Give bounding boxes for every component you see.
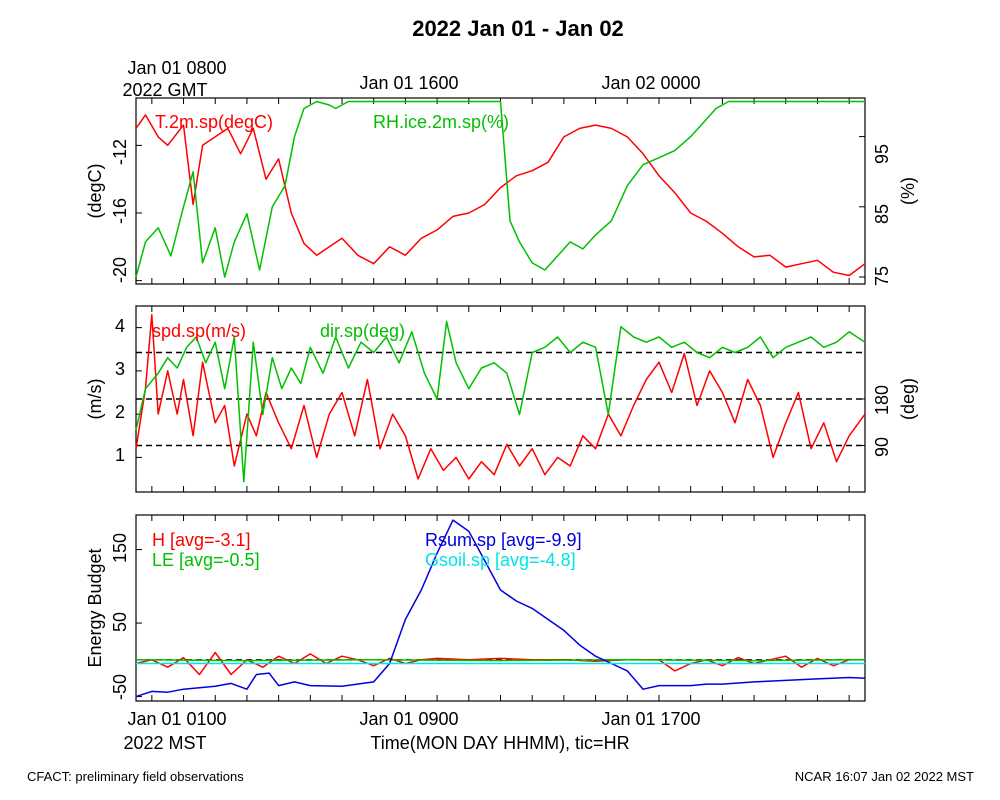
legend-gsoil: Gsoil.sp [avg=-4.8] (425, 550, 576, 570)
top-axis-first-label-line1: Jan 01 0800 (127, 58, 226, 78)
panel-2-ytick-left: 4 (115, 316, 125, 336)
panel-1-ytick-left: -16 (110, 198, 130, 224)
top-axis-label-0000: Jan 02 0000 (601, 73, 700, 93)
reference-lines (136, 351, 865, 661)
legend-spd: spd.sp(m/s) (152, 321, 246, 341)
legend-h: H [avg=-3.1] (152, 530, 251, 550)
data-series (135, 100, 866, 698)
panel-3-ylabel-left: Energy Budget (85, 548, 105, 667)
panel-1-ytick-right: 75 (872, 266, 892, 286)
top-axis-label-1600: Jan 01 1600 (359, 73, 458, 93)
panel-1-ytick-right: 95 (872, 144, 892, 164)
top-axis-first-label-line2: 2022 GMT (122, 80, 207, 100)
panel-3-ytick-left: 150 (110, 533, 130, 563)
x-axis-label: Time(MON DAY HHMM), tic=HR (370, 733, 629, 753)
series-line-le (135, 659, 866, 662)
panel-1-ytick-left: -20 (110, 257, 130, 283)
series-line-dir-sp (135, 320, 866, 483)
series-line-spd-sp (135, 313, 866, 480)
bottom-axis-tz-label: 2022 MST (123, 733, 206, 753)
footer-right: NCAR 16:07 Jan 02 2022 MST (795, 769, 974, 784)
chart-title: 2022 Jan 01 - Jan 02 (412, 16, 624, 41)
bottom-axis-label-1700: Jan 01 1700 (601, 709, 700, 729)
panel-3-ytick-left: -50 (110, 674, 130, 700)
series-line-h (135, 651, 865, 676)
series-line-t-2m-sp (135, 114, 866, 277)
legend-dir: dir.sp(deg) (320, 321, 405, 341)
panel-1-ylabel-right: (%) (898, 177, 918, 205)
legend-t2m: T.2m.sp(degC) (155, 112, 273, 132)
legend-le: LE [avg=-0.5] (152, 550, 260, 570)
bottom-axis-label-0100: Jan 01 0100 (127, 709, 226, 729)
panel-1-ylabel-left: (degC) (85, 163, 105, 218)
panel-1-ytick-left: -12 (110, 139, 130, 165)
panel-2-ytick-right: 90 (872, 437, 892, 457)
panel-3-ytick-left: 50 (110, 612, 130, 632)
series-line-rh-ice-2m-sp (135, 100, 865, 278)
legend-rh-ice: RH.ice.2m.sp(%) (373, 112, 509, 132)
panel-1-ytick-right: 85 (872, 204, 892, 224)
axis-ticks (136, 98, 865, 701)
panel-2-ytick-right: 180 (872, 385, 892, 415)
panel-2-ytick-left: 2 (115, 402, 125, 422)
legend-rsum: Rsum.sp [avg=-9.9] (425, 530, 582, 550)
panel-2-ytick-left: 1 (115, 445, 125, 465)
bottom-axis-label-0900: Jan 01 0900 (359, 709, 458, 729)
panel-2-ytick-left: 3 (115, 359, 125, 379)
panel-2-ylabel-left: (m/s) (85, 379, 105, 420)
series-line-rsum-sp (135, 519, 866, 698)
panel-2-ylabel-right: (deg) (898, 378, 918, 420)
footer-left: CFACT: preliminary field observations (27, 769, 244, 784)
